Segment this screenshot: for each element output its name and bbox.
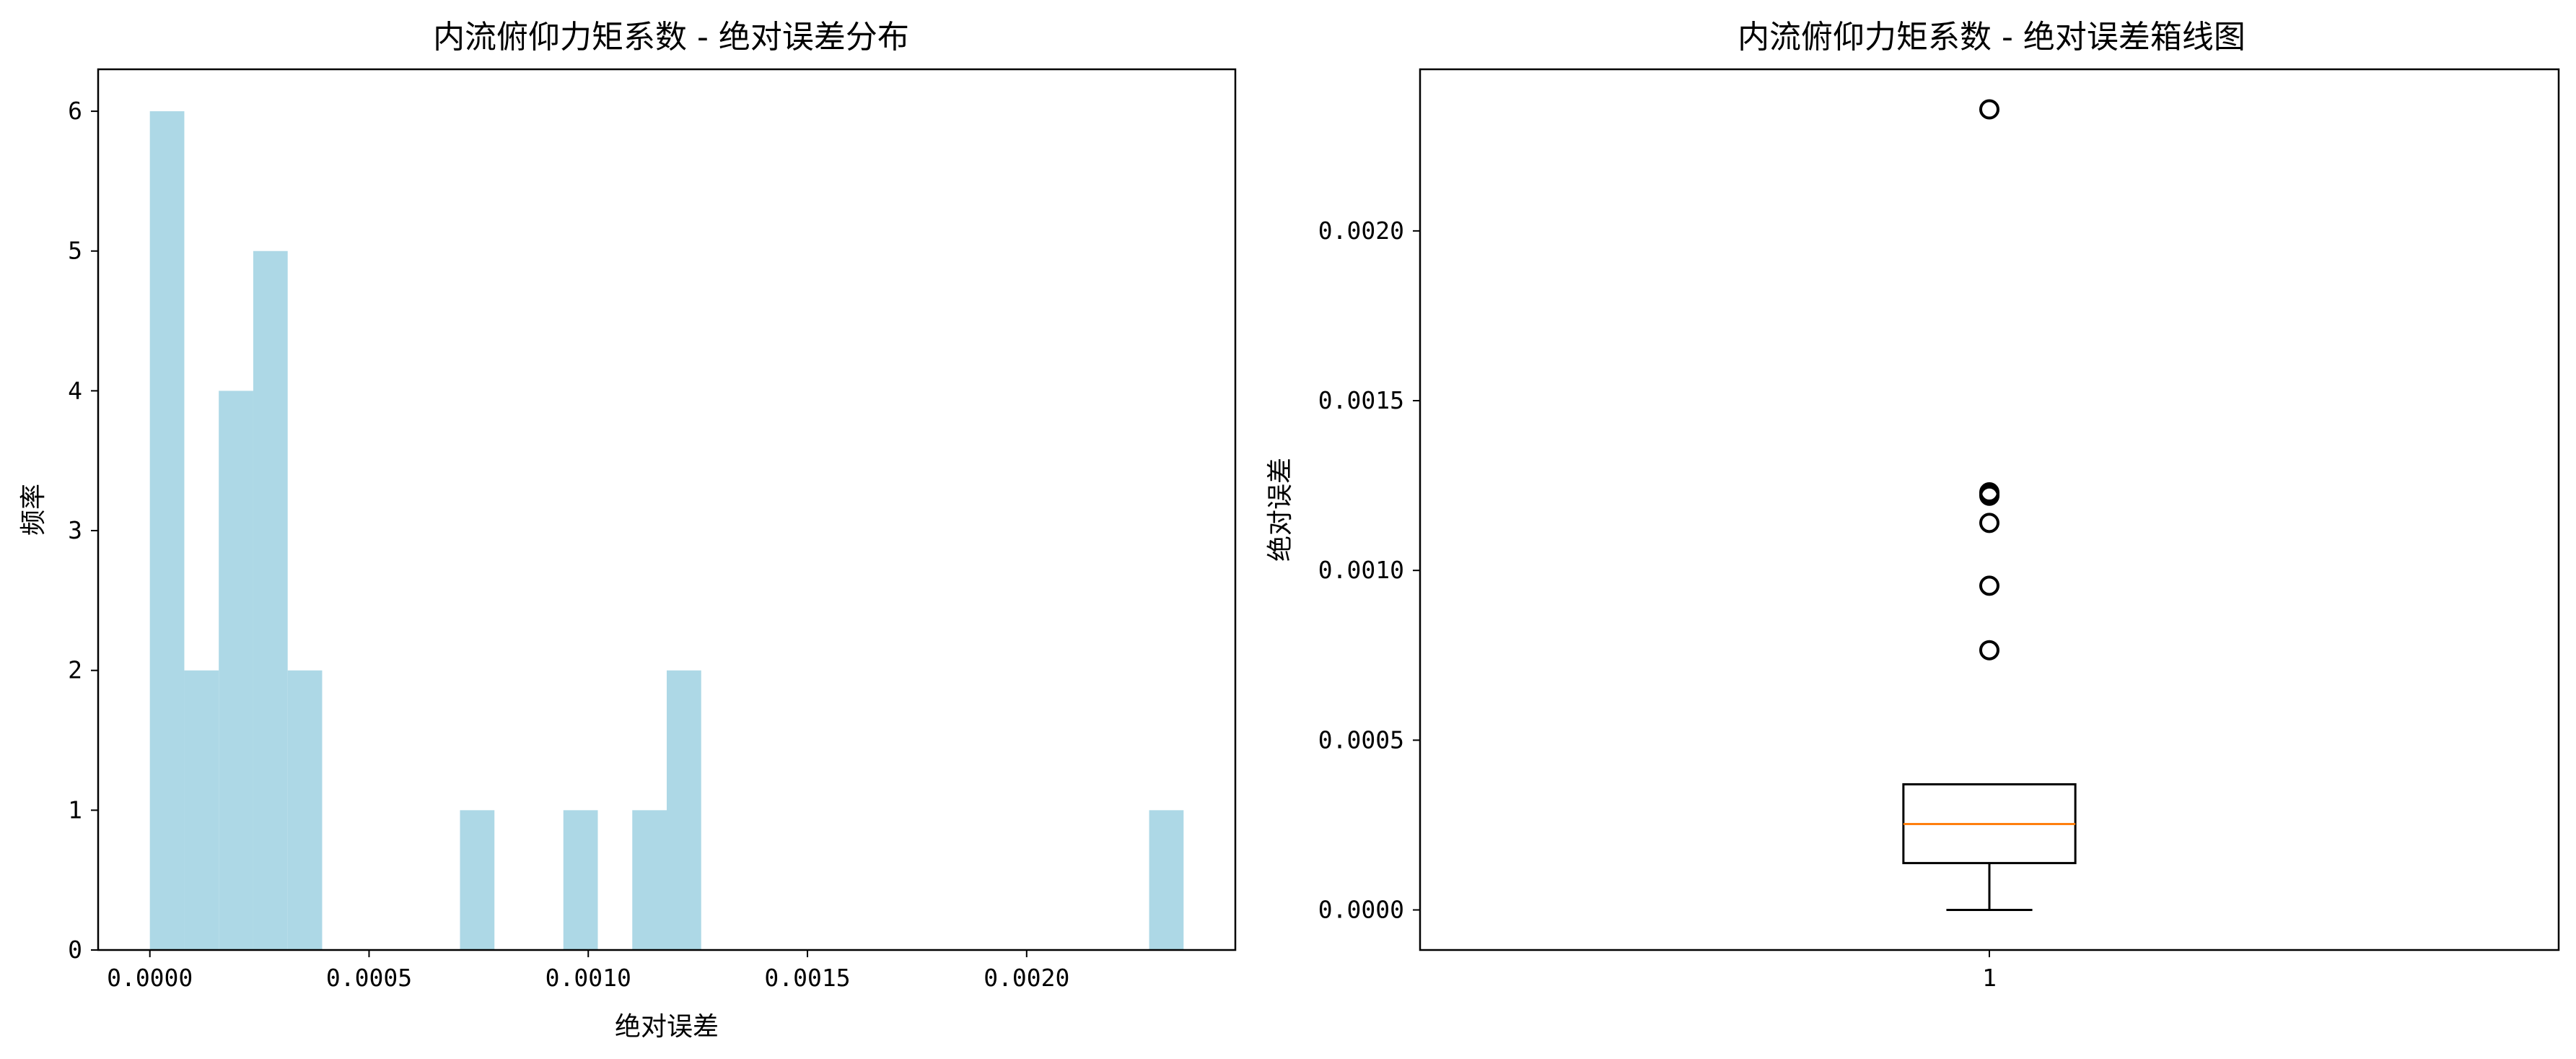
x-tick-label: 0.0015 (764, 964, 850, 992)
y-tick-label: 5 (68, 237, 82, 265)
boxplot-y-axis-label: 绝对误差 (1266, 458, 1295, 562)
histogram-bar (460, 810, 495, 950)
histogram-bar (1149, 810, 1184, 950)
y-tick-label: 0.0020 (1318, 217, 1404, 245)
boxplot-title: 内流俯仰力矩系数 - 绝对误差箱线图 (1738, 19, 2246, 56)
histogram-bar (632, 810, 667, 950)
histogram-y-ticks: 0 1 2 3 4 5 6 (68, 97, 98, 964)
boxplot-chart: 内流俯仰力矩系数 - 绝对误差箱线图 1 0.00000.00050.00100… (1266, 19, 2560, 992)
histogram-title: 内流俯仰力矩系数 - 绝对误差分布 (433, 19, 909, 56)
y-tick-label: 6 (68, 97, 82, 125)
boxplot-outlier-point (1979, 640, 1999, 661)
x-tick-label: 0.0020 (983, 964, 1069, 992)
y-tick-label: 0.0000 (1318, 896, 1404, 924)
x-tick-label: 0.0000 (107, 964, 193, 992)
histogram-bar (253, 250, 288, 950)
boxplot-outlier-point (1979, 99, 1999, 120)
y-tick-label: 3 (68, 516, 82, 544)
histogram-bar (184, 670, 219, 950)
histogram-bar (563, 810, 598, 950)
boxplot-elements (1902, 99, 2077, 912)
x-tick-label: 0.0010 (546, 964, 631, 992)
histogram-bar (287, 670, 323, 950)
y-tick-label: 0.0015 (1318, 386, 1404, 414)
histogram-bar (219, 391, 253, 950)
histogram-bars (149, 111, 1184, 951)
y-tick-label: 0 (68, 936, 82, 964)
x-tick-label: 0.0005 (326, 964, 412, 992)
y-tick-label: 4 (68, 376, 82, 404)
histogram-chart: 内流俯仰力矩系数 - 绝对误差分布 0.0000 0.0005 0.0010 0.00… (19, 19, 1237, 1042)
boxplot-outlier-point (1979, 575, 1999, 596)
y-tick-label: 2 (68, 656, 82, 684)
histogram-bar (149, 111, 185, 951)
boxplot-outlier-point (1979, 513, 1999, 533)
boxplot-outlier-point (1979, 482, 1999, 503)
histogram-axes-frame (97, 68, 1237, 951)
x-tick-label: 1 (1982, 964, 1997, 992)
y-tick-label: 0.0010 (1318, 556, 1404, 584)
y-tick-label: 1 (68, 796, 82, 824)
y-tick-label: 0.0005 (1318, 725, 1404, 754)
histogram-x-ticks: 0.0000 0.0005 0.0010 0.0015 0.0020 (107, 950, 1069, 992)
histogram-bar (667, 670, 701, 950)
boxplot-y-ticks: 0.0000 0.0005 0.0010 0.0015 0.0020 (1318, 217, 1420, 924)
histogram-y-axis-label: 频率 (19, 484, 48, 536)
boxplot-x-ticks: 1 (1982, 950, 1997, 992)
histogram-x-axis-label: 绝对误差 (615, 1012, 719, 1042)
